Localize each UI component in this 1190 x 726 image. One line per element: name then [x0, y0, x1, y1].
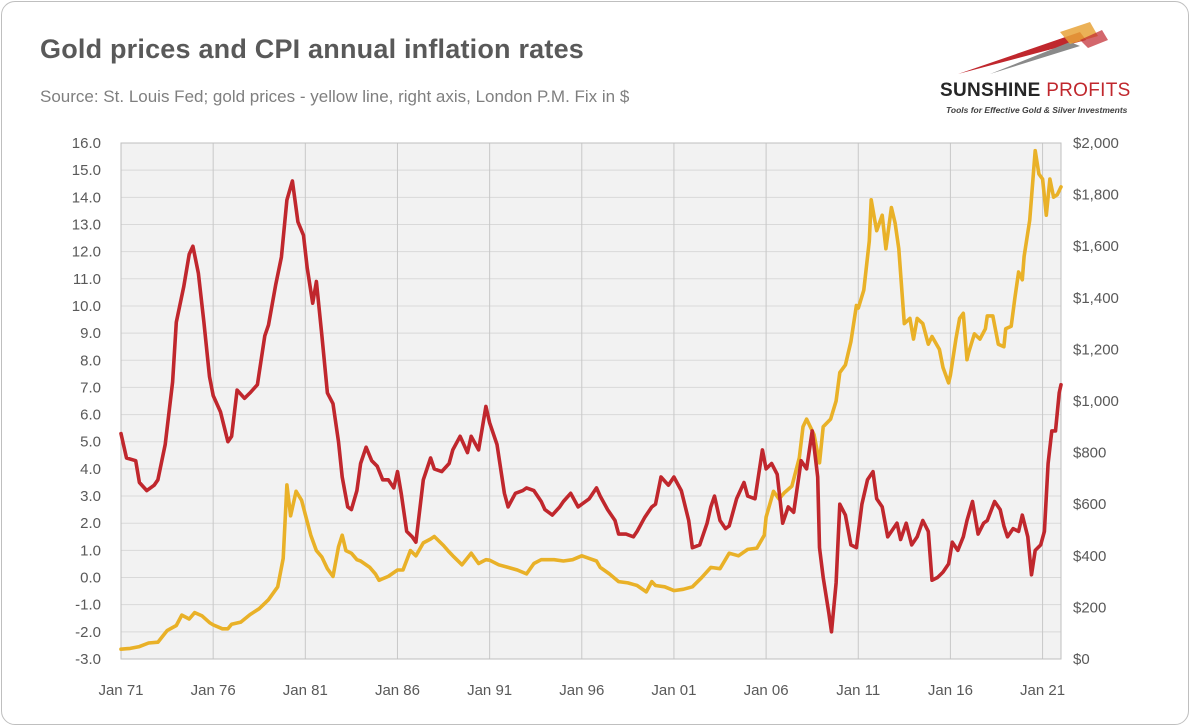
left-tick-label: 11.0 [73, 271, 101, 288]
x-tick-label: Jan 11 [836, 682, 880, 699]
right-tick-label: $400 [1073, 548, 1106, 565]
right-tick-label: $1,200 [1073, 341, 1119, 358]
x-tick-label: Jan 81 [283, 682, 328, 699]
left-tick-label: 0.0 [80, 570, 101, 587]
chart-title: Gold prices and CPI annual inflation rat… [40, 34, 584, 64]
left-tick-label: -2.0 [75, 624, 101, 641]
left-tick-label: 4.0 [80, 461, 101, 478]
logo-name: SUNSHINE PROFITS [940, 80, 1131, 102]
left-axis-tick-labels: 16.0 15.0 14.0 13.0 12.0 11.0 10.0 9.0 8.0 7.0 6.0… [72, 135, 101, 668]
left-tick-label: 3.0 [80, 488, 101, 505]
x-tick-label: Jan 01 [651, 682, 696, 699]
right-tick-label: $1,000 [1073, 393, 1119, 410]
x-tick-label: Jan 06 [744, 682, 789, 699]
logo-tagline: Tools for Effective Gold & Silver Invest… [946, 105, 1128, 115]
logo-name-sunshine: SUNSHINE [940, 80, 1041, 101]
left-tick-label: 5.0 [80, 434, 101, 451]
gold-price-line [119, 148, 1063, 651]
x-tick-label: Jan 21 [1020, 682, 1065, 699]
right-tick-label: $200 [1073, 599, 1106, 616]
plot-area [121, 143, 1061, 659]
right-tick-label: $800 [1073, 445, 1106, 462]
left-tick-label: 14.0 [72, 189, 101, 206]
left-tick-label: 7.0 [80, 379, 101, 396]
logo-name-profits: PROFITS [1046, 80, 1131, 101]
x-tick-label: Jan 86 [375, 682, 420, 699]
left-tick-label: 1.0 [80, 542, 101, 559]
left-tick-label: -1.0 [75, 597, 101, 614]
left-tick-label: 6.0 [80, 407, 101, 424]
x-tick-label: Jan 16 [928, 682, 973, 699]
logo-swoosh-icon [958, 22, 1108, 74]
left-tick-label: -3.0 [75, 651, 101, 668]
left-tick-label: 10.0 [72, 298, 101, 315]
right-tick-label: $1,600 [1073, 238, 1119, 255]
x-tick-label: Jan 76 [191, 682, 236, 699]
series-layer [119, 148, 1063, 651]
left-tick-label: 12.0 [72, 244, 101, 261]
left-tick-label: 2.0 [80, 515, 101, 532]
right-axis-tick-labels: $2,000 $1,800 $1,600 $1,400 $1,200 $1,000 $800… [1073, 135, 1119, 668]
right-tick-label: $600 [1073, 496, 1106, 513]
left-tick-label: 15.0 [72, 162, 101, 179]
right-tick-label: $1,800 [1073, 187, 1119, 204]
right-tick-label: $1,400 [1073, 290, 1119, 307]
right-tick-label: $2,000 [1073, 135, 1119, 152]
chart-subtitle: Source: St. Louis Fed; gold prices - yel… [40, 87, 630, 106]
sunshine-profits-logo: SUNSHINE PROFITS Tools for Effective Gol… [930, 18, 1170, 118]
left-tick-label: 16.0 [72, 135, 101, 152]
x-tick-label: Jan 96 [559, 682, 604, 699]
x-tick-label: Jan 71 [98, 682, 143, 699]
left-tick-label: 9.0 [80, 325, 101, 342]
x-axis-tick-labels: Jan 71 Jan 76 Jan 81 Jan 86 Jan 91 Jan 96 Jan … [98, 682, 1065, 699]
cpi-inflation-line [119, 179, 1063, 634]
right-tick-label: $0 [1073, 651, 1090, 668]
left-tick-label: 8.0 [80, 352, 101, 369]
x-tick-label: Jan 91 [467, 682, 512, 699]
left-tick-label: 13.0 [72, 216, 101, 233]
